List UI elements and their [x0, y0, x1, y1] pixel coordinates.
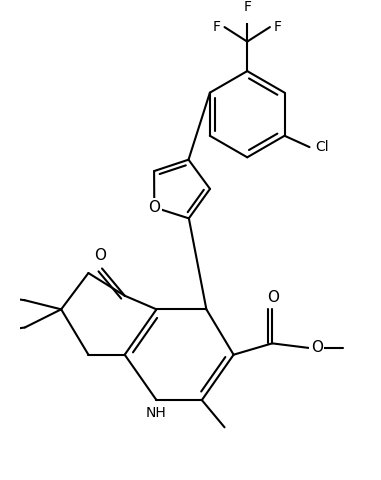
Text: O: O [148, 200, 160, 215]
Text: O: O [311, 340, 323, 355]
Text: F: F [243, 0, 251, 13]
Text: F: F [274, 20, 282, 34]
Text: F: F [212, 20, 220, 34]
Text: NH: NH [146, 406, 167, 420]
Text: O: O [94, 248, 106, 264]
Text: O: O [267, 290, 280, 305]
Text: Cl: Cl [315, 140, 329, 154]
